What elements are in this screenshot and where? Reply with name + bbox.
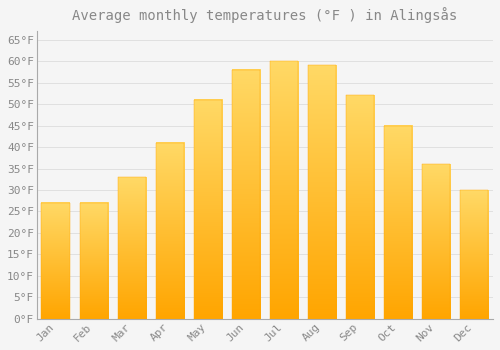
Title: Average monthly temperatures (°F ) in Alingsås: Average monthly temperatures (°F ) in Al… [72,7,458,23]
